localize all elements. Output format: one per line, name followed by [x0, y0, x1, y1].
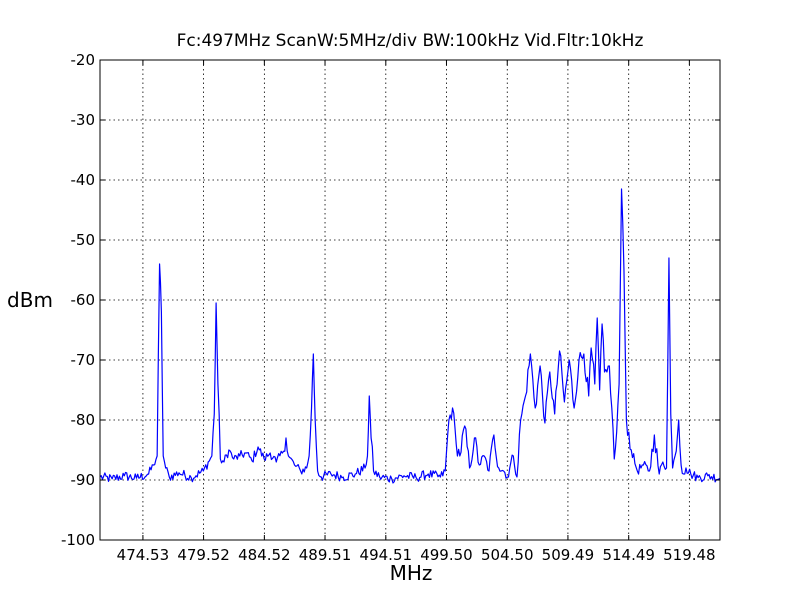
chart-title: Fc:497MHz ScanW:5MHz/div BW:100kHz Vid.F…: [177, 31, 644, 51]
y-axis-ticks: -20 -30 -40 -50 -60 -70 -80 -90 -100: [61, 51, 720, 549]
y-tick-label: -30: [71, 111, 96, 129]
x-tick-label: 484.52: [238, 546, 291, 564]
x-tick-label: 499.50: [420, 546, 473, 564]
grid-lines: [100, 60, 720, 540]
y-tick-label: -80: [71, 411, 96, 429]
x-tick-label: 489.51: [299, 546, 352, 564]
y-tick-label: -50: [71, 231, 96, 249]
y-tick-label: -20: [71, 51, 96, 69]
x-tick-label: 494.51: [360, 546, 413, 564]
x-tick-label: 509.49: [542, 546, 595, 564]
x-axis-label: MHz: [390, 561, 433, 585]
spectrum-trace: [99, 188, 721, 484]
x-tick-label: 479.52: [177, 546, 230, 564]
y-tick-label: -40: [71, 171, 96, 189]
x-tick-label: 474.53: [117, 546, 170, 564]
y-tick-label: -90: [71, 471, 96, 489]
y-axis-label: dBm: [7, 288, 53, 312]
x-tick-label: 504.50: [481, 546, 534, 564]
x-axis-ticks: 474.53 479.52 484.52 489.51 494.51 499.50 504.…: [117, 60, 716, 564]
x-tick-label: 519.48: [663, 546, 716, 564]
y-tick-label: -70: [71, 351, 96, 369]
y-tick-label: -60: [71, 291, 96, 309]
y-tick-label: -100: [61, 531, 95, 549]
x-tick-label: 514.49: [602, 546, 655, 564]
